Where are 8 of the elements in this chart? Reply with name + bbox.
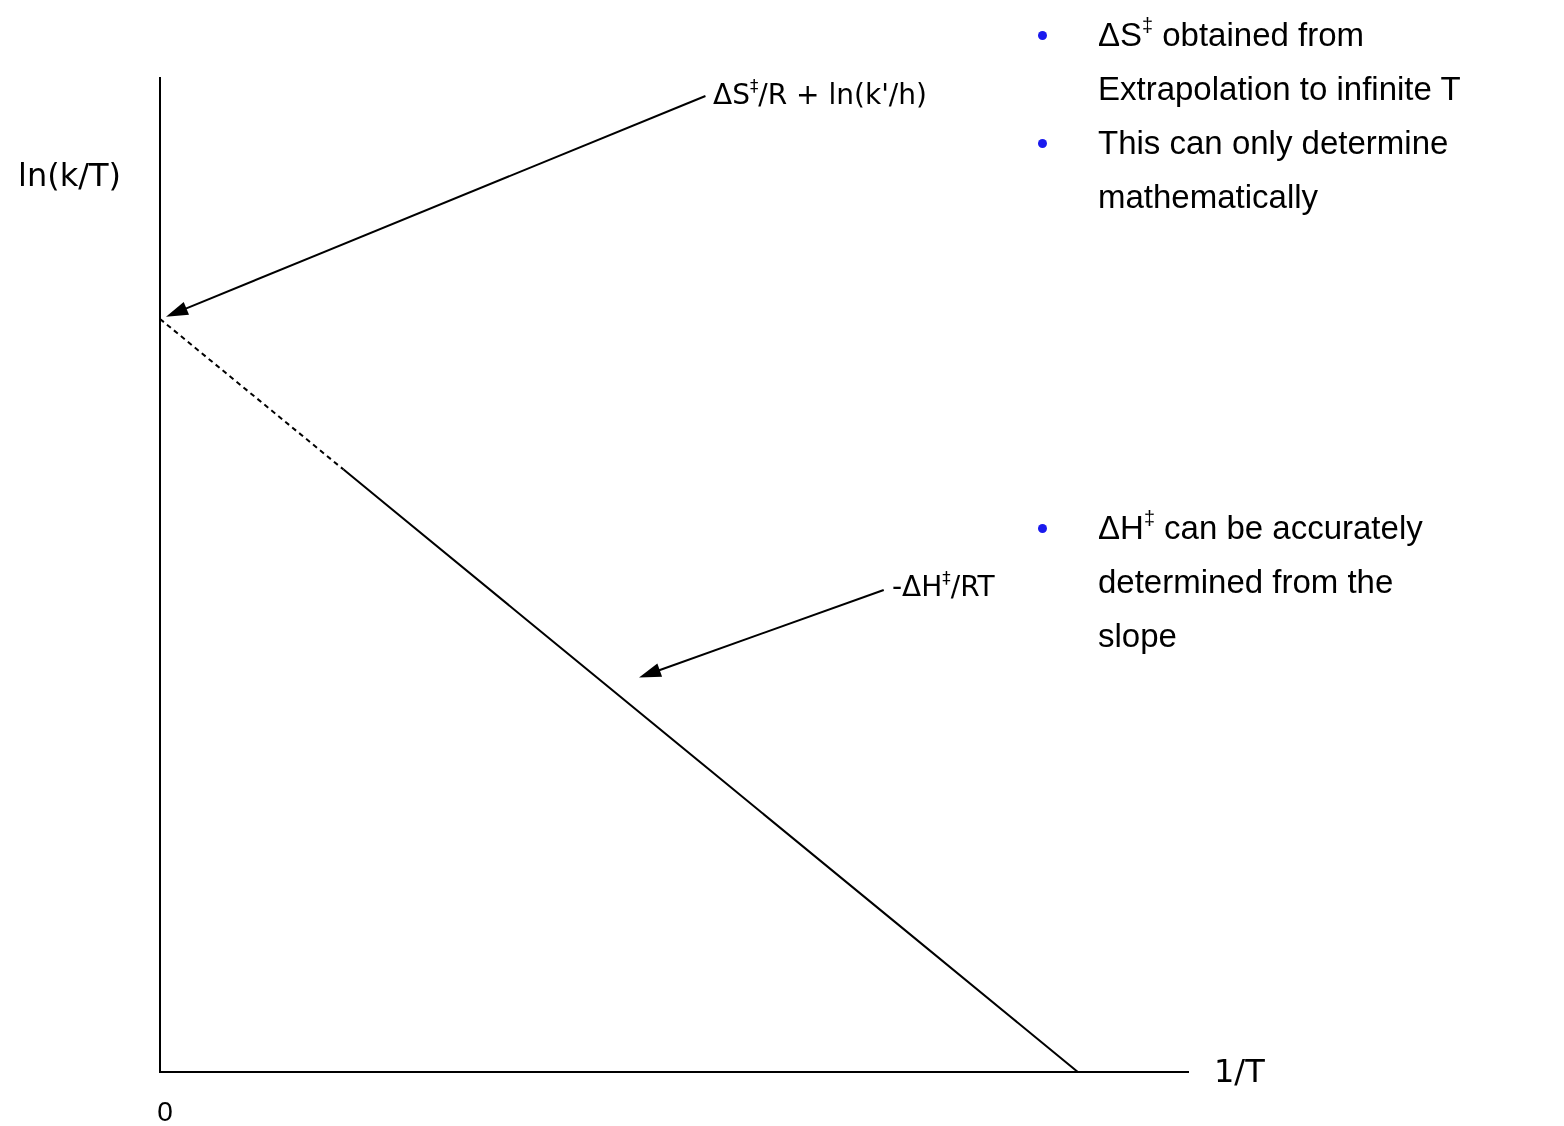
annotation: ΔH$^{‡}$ can be accurately determined from the slope bbox=[1098, 506, 1424, 656]
text: 0 bbox=[157, 1096, 173, 1126]
text: ΔS$^{‡}$/R + ln(k'/h) bbox=[713, 76, 927, 111]
x-axis-title: 1/T bbox=[1214, 1052, 1265, 1090]
y-axis-title: ln(k/T) bbox=[18, 156, 121, 194]
text: This can only determine mathematically bbox=[1098, 123, 1450, 217]
text: ΔS$^{‡}$ obtained from Extrapolation to infinite T bbox=[1098, 13, 1462, 109]
annotation: -ΔH$^{‡}$/RT bbox=[892, 568, 995, 603]
